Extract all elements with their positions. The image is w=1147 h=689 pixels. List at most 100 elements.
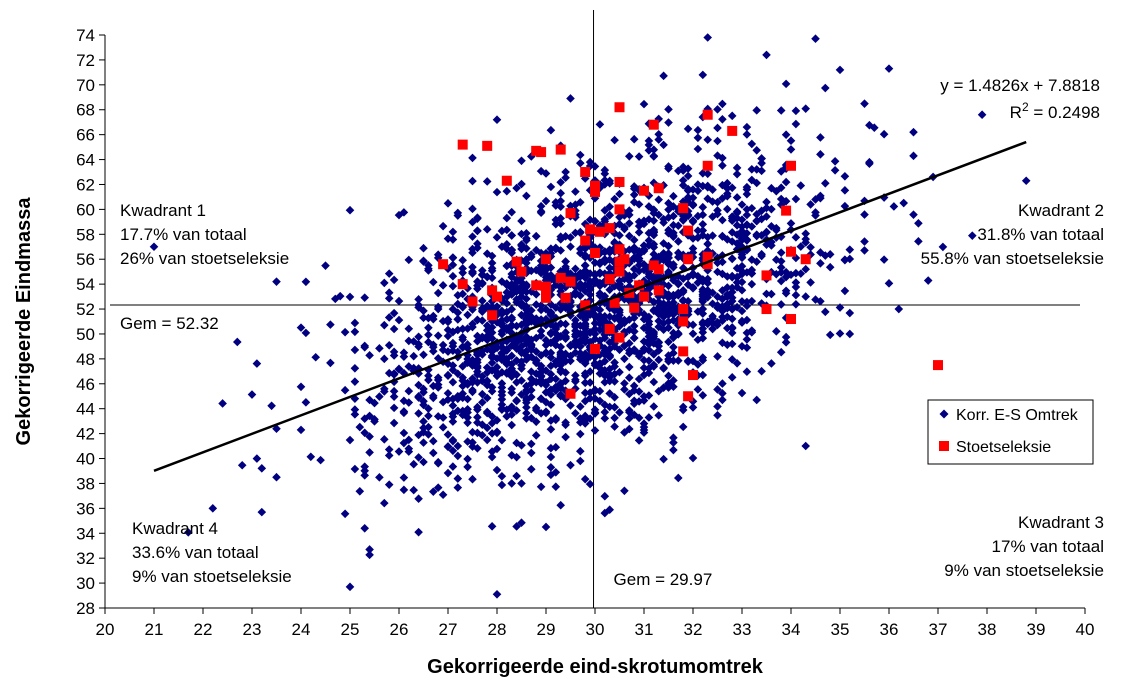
data-point [644, 345, 654, 355]
data-point [703, 135, 712, 145]
data-point [698, 168, 708, 178]
y-tick-label: 32 [76, 549, 95, 568]
data-point [424, 404, 433, 413]
data-point [664, 253, 673, 263]
data-point [541, 366, 551, 375]
data-point [737, 342, 747, 351]
data-point [531, 356, 541, 365]
data-point [683, 296, 693, 306]
data-point [517, 320, 526, 330]
data-point [781, 289, 791, 298]
data-point [615, 321, 624, 331]
data-point [762, 227, 771, 237]
data-point [522, 408, 531, 418]
data-point [629, 345, 639, 354]
x-axis-title: Gekorrigeerde eind-skrotumomtrek [427, 656, 764, 678]
data-point [487, 258, 497, 268]
data-point [615, 219, 624, 229]
data-point [502, 292, 512, 302]
data-point [752, 216, 761, 225]
data-point [580, 300, 591, 311]
data-point [546, 308, 556, 317]
data-point [482, 407, 492, 417]
data-point [923, 276, 933, 285]
data-point [404, 324, 414, 334]
data-point [468, 248, 477, 258]
data-point [825, 262, 835, 272]
data-point [737, 269, 747, 279]
data-point [360, 471, 369, 480]
data-point [747, 203, 757, 213]
data-point [703, 33, 712, 42]
data-point [576, 429, 585, 439]
data-point [664, 162, 673, 171]
quadrant-2-label: Kwadrant 2 [1018, 201, 1104, 220]
data-point [355, 422, 365, 432]
data-point [478, 270, 487, 280]
data-point [463, 310, 472, 320]
data-point [438, 423, 448, 432]
data-point [502, 261, 512, 271]
data-point [664, 118, 673, 127]
data-point [556, 391, 565, 401]
data-point [527, 367, 536, 376]
data-point [453, 208, 463, 218]
data-point [688, 234, 698, 243]
data-point [453, 474, 463, 483]
data-point [639, 99, 649, 109]
data-point [497, 351, 507, 361]
data-point [742, 367, 752, 377]
data-point [708, 324, 717, 334]
data-point [487, 429, 497, 438]
data-point [448, 462, 458, 471]
data-point [698, 210, 708, 220]
data-point [678, 296, 688, 306]
data-point [482, 249, 492, 258]
data-point [625, 406, 634, 415]
data-point [565, 388, 576, 399]
data-point [713, 105, 722, 114]
data-point [752, 395, 761, 405]
data-point [762, 197, 771, 207]
data-point [512, 278, 521, 287]
data-point [571, 326, 580, 336]
x-tick-label: 28 [488, 620, 507, 639]
data-point [644, 413, 654, 422]
data-point [811, 34, 820, 44]
data-point [688, 217, 698, 227]
data-point [473, 412, 482, 422]
data-point [590, 409, 600, 418]
data-point [732, 193, 742, 202]
data-point [634, 436, 644, 445]
data-point [884, 64, 894, 73]
data-point [708, 185, 717, 195]
data-point [590, 176, 600, 185]
data-point [233, 337, 242, 347]
data-point [654, 195, 663, 204]
data-point [625, 389, 634, 399]
data-point [443, 317, 453, 327]
data-point [507, 304, 516, 314]
data-point [585, 479, 595, 489]
data-point [762, 50, 771, 60]
data-point [776, 248, 786, 257]
data-point [517, 179, 526, 189]
data-point [614, 244, 625, 255]
y-tick-label: 38 [76, 474, 95, 493]
data-point [576, 158, 585, 168]
data-point [600, 414, 610, 423]
data-point [350, 318, 360, 328]
data-point [776, 347, 786, 357]
data-point [590, 324, 600, 334]
data-point [688, 284, 698, 293]
data-point [914, 218, 923, 228]
data-point [605, 263, 614, 273]
data-point [752, 231, 761, 241]
data-point [600, 377, 610, 387]
data-point [433, 483, 443, 492]
data-point [801, 104, 810, 113]
data-point [556, 177, 565, 187]
data-point [335, 291, 345, 301]
data-point [453, 308, 463, 317]
x-tick-label: 34 [782, 620, 801, 639]
